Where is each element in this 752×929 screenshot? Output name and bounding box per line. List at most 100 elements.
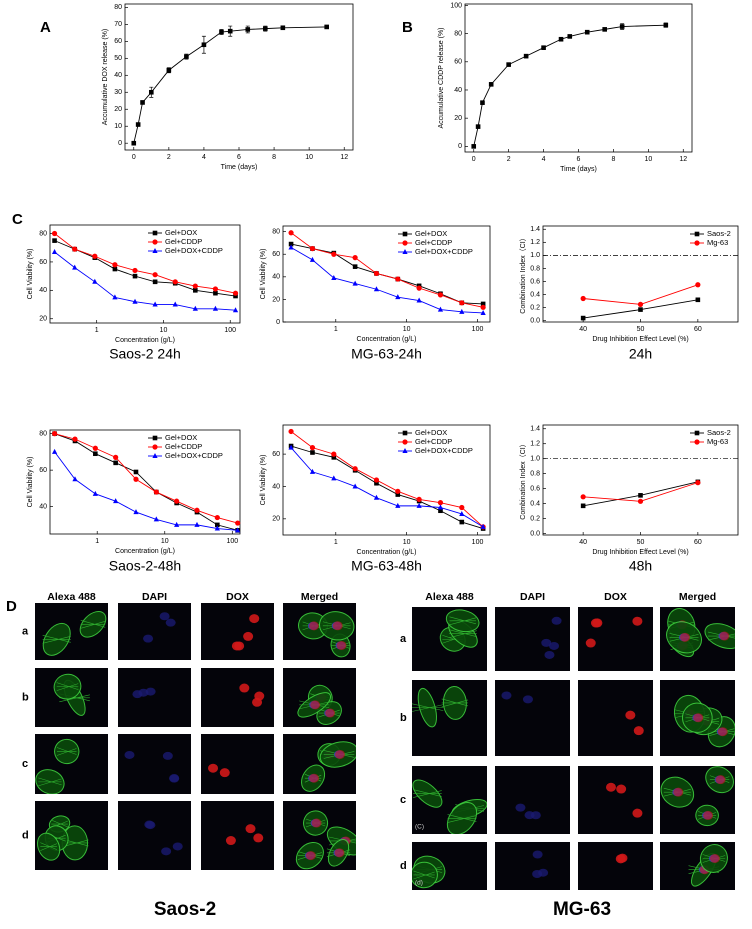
x-tick-label: 10 <box>403 539 411 546</box>
micrograph <box>118 734 191 794</box>
y-tick-label: 0.4 <box>530 291 540 298</box>
nucleus <box>544 650 555 659</box>
group-caption: MG-63 <box>553 899 611 920</box>
legend-marker <box>152 435 158 441</box>
legend-label: Gel+DOX <box>165 228 197 237</box>
fiber <box>449 616 477 625</box>
legend-label: Gel+DOX <box>415 229 447 238</box>
data-point <box>93 451 98 457</box>
data-point <box>288 244 294 250</box>
micrograph-content <box>298 611 355 658</box>
row-label: c <box>400 794 406 806</box>
nucleus <box>159 612 170 621</box>
x-tick-label: 50 <box>637 326 645 333</box>
y-tick-label: 0.2 <box>530 515 540 522</box>
y-tick-label: 80 <box>454 30 462 37</box>
panel-label: C <box>12 211 23 228</box>
data-point <box>580 295 586 302</box>
data-point <box>459 308 465 314</box>
data-point <box>132 267 138 274</box>
y-tick-label: 1.0 <box>530 456 540 463</box>
data-point <box>174 498 180 504</box>
legend-marker <box>402 240 408 246</box>
data-point <box>174 521 180 527</box>
micrograph-content <box>143 612 176 643</box>
y-tick-label: 100 <box>450 2 462 9</box>
dox-signal <box>633 726 644 736</box>
data-point <box>637 498 644 504</box>
data-point <box>193 288 198 293</box>
y-tick-label: 40 <box>272 483 280 490</box>
data-point <box>373 286 380 292</box>
y-tick-label: 20 <box>272 516 280 523</box>
y-tick-label: 1.2 <box>530 441 540 448</box>
data-point <box>214 525 220 531</box>
data-point <box>135 122 141 127</box>
legend-label: Gel+DOX+CDDP <box>165 451 223 460</box>
series-line <box>54 451 238 531</box>
data-point <box>132 298 138 304</box>
data-point <box>374 480 379 486</box>
micrograph-content <box>666 608 735 658</box>
y-tick-label: 20 <box>454 115 462 122</box>
micrograph-content <box>412 855 446 889</box>
fiber <box>51 819 68 828</box>
fiber <box>449 629 477 638</box>
data-point <box>395 488 401 494</box>
micrograph-content <box>412 686 469 728</box>
y-tick-label: 0.4 <box>530 500 540 507</box>
data-point <box>194 521 200 527</box>
column-header: DAPI <box>142 591 167 603</box>
x-axis-label: Time (days) <box>221 164 258 171</box>
y-tick-label: 0.6 <box>530 278 540 285</box>
data-point <box>133 476 139 482</box>
plot-frame <box>282 225 491 323</box>
legend-marker <box>152 239 158 245</box>
micrograph-content <box>660 766 734 827</box>
data-point <box>213 290 218 296</box>
data-point <box>51 248 58 254</box>
dox-signal <box>632 616 643 626</box>
micrograph-content <box>625 710 644 736</box>
micrograph-content <box>673 694 735 748</box>
dox-signal <box>336 640 347 650</box>
data-point <box>112 262 118 268</box>
data-point <box>459 504 465 511</box>
data-point <box>437 292 444 298</box>
fiber <box>56 683 79 691</box>
data-point <box>437 500 444 506</box>
legend-marker <box>152 230 158 236</box>
data-point <box>72 246 78 252</box>
data-point <box>113 498 119 504</box>
dox-signal <box>673 787 684 797</box>
y-tick-label: 50 <box>114 55 122 62</box>
y-tick-label: 70 <box>114 21 122 28</box>
y-tick-label: 60 <box>272 451 280 458</box>
data-point <box>395 294 401 300</box>
legend-label: Gel+DOX <box>415 428 447 437</box>
data-point <box>395 492 401 497</box>
group-caption: Saos-2 <box>154 899 216 920</box>
legend-label: Saos-2 <box>707 229 731 238</box>
data-point <box>352 280 358 286</box>
data-point <box>233 293 238 299</box>
micrograph <box>201 801 274 870</box>
x-axis-label: Concentration (g/L) <box>357 336 417 343</box>
data-point <box>331 251 337 257</box>
dox-signal <box>717 727 728 737</box>
micrograph-content <box>295 810 356 870</box>
dox-signal <box>719 631 730 641</box>
micrograph-content <box>297 684 342 725</box>
dox-signal <box>305 851 316 861</box>
series-line <box>54 251 236 311</box>
series-line <box>54 433 238 531</box>
data-point <box>72 476 78 482</box>
data-point <box>438 508 443 514</box>
x-tick-label: 100 <box>226 538 238 545</box>
dox-signal <box>715 775 726 785</box>
x-tick-label: 10 <box>644 156 652 163</box>
dox-signal <box>252 697 263 707</box>
x-tick-label: 10 <box>305 154 313 161</box>
x-tick-label: 60 <box>694 539 702 546</box>
plot-frame <box>49 224 241 324</box>
